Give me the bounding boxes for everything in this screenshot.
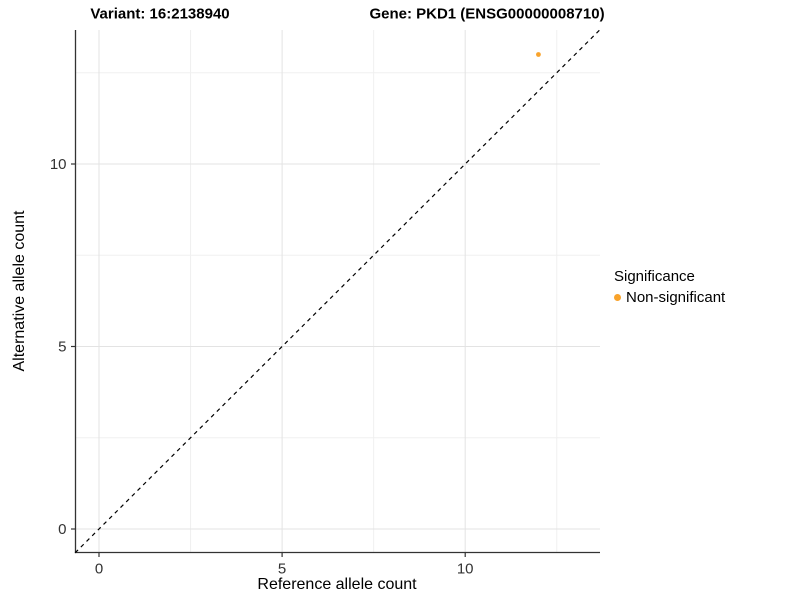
- y-tick-label: 10: [50, 156, 67, 173]
- legend-point-icon: [614, 294, 621, 301]
- x-tick-label: 5: [278, 561, 286, 578]
- legend-entry-label: Non-significant: [626, 289, 726, 306]
- data-point: [536, 52, 541, 57]
- legend-entry: Non-significant: [614, 289, 725, 306]
- gene-title: Gene: PKD1 (ENSG00000008710): [369, 5, 605, 23]
- variant-title: Variant: 16:2138940: [90, 5, 230, 23]
- legend: Significance Non-significant: [614, 268, 725, 306]
- identity-line: [74, 28, 602, 554]
- y-axis-title: Alternative allele count: [11, 210, 28, 372]
- y-tick-label: 0: [58, 521, 66, 538]
- x-tick-label: 0: [95, 561, 103, 578]
- x-tick-label: 10: [457, 561, 474, 578]
- x-axis-title: Reference allele count: [257, 576, 417, 593]
- y-tick-label: 5: [58, 339, 66, 356]
- legend-title: Significance: [614, 268, 695, 285]
